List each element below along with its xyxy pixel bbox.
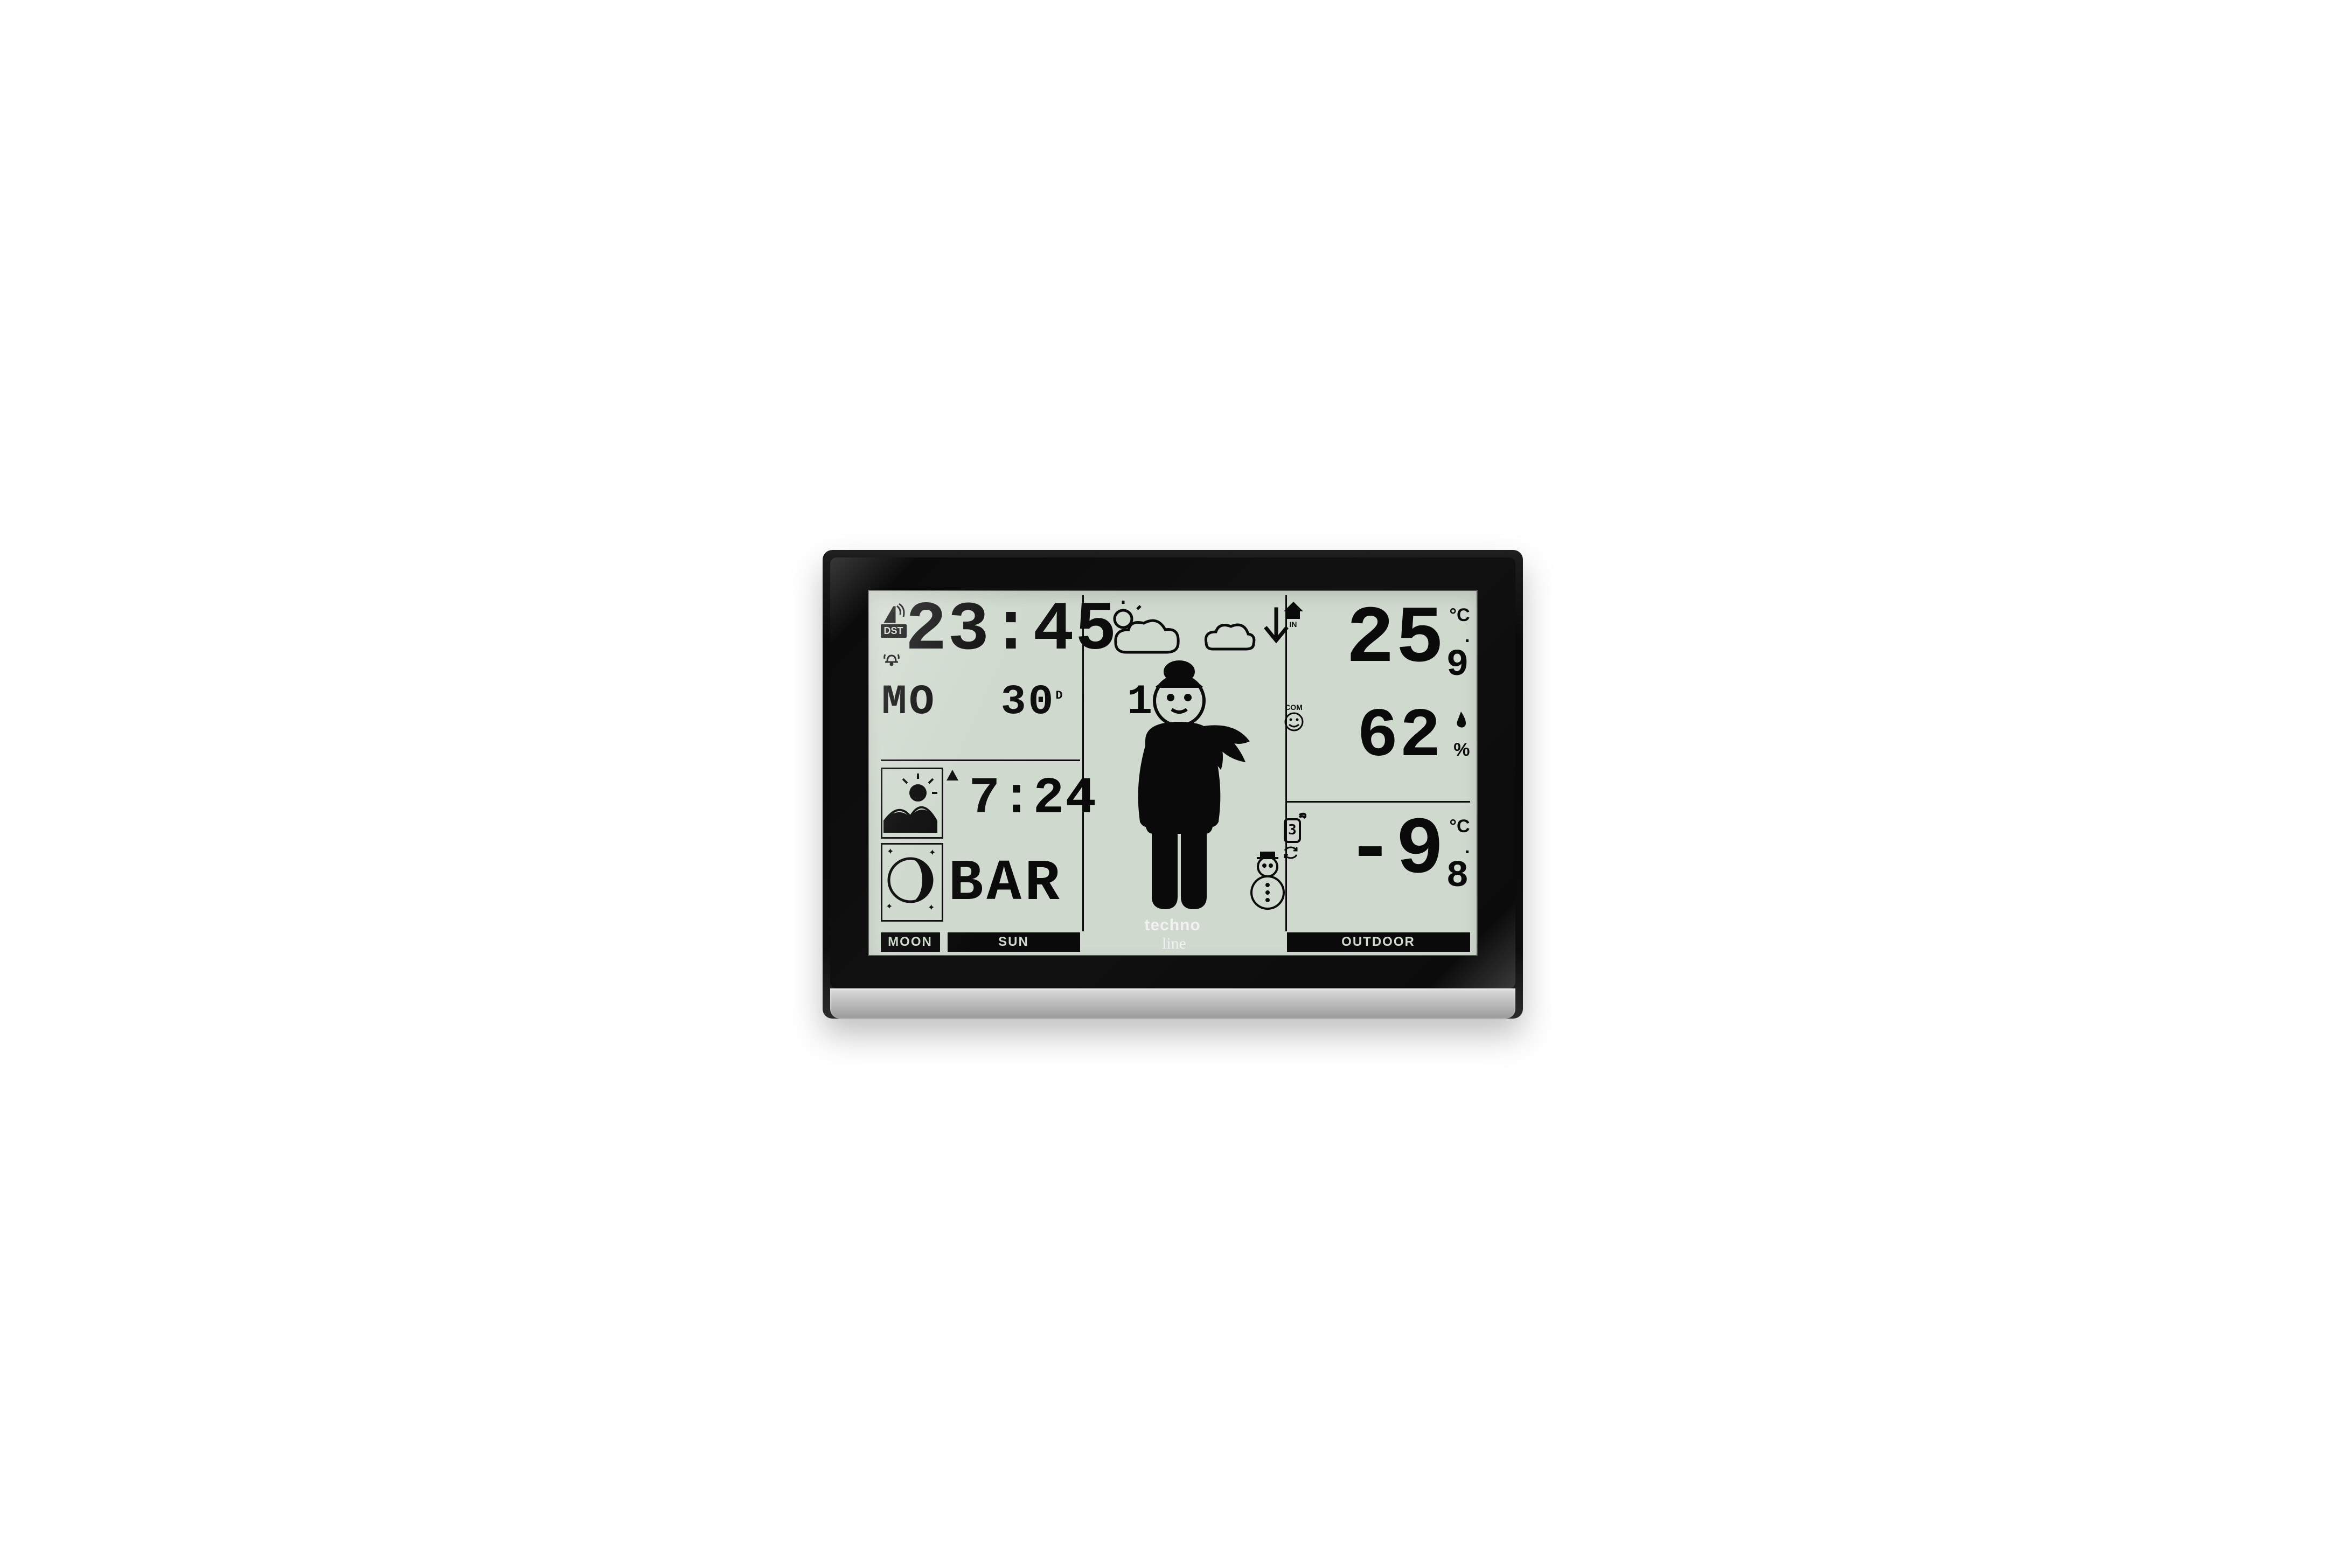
outdoor-section-label: OUTDOOR	[1287, 932, 1470, 952]
brand-logo: techno line	[1144, 916, 1200, 953]
svg-text:✦: ✦	[887, 847, 894, 856]
sunrise-time: 7:24	[969, 773, 1097, 825]
comfort-indicator: COM	[1284, 703, 1304, 732]
device-foot-bar	[830, 988, 1515, 1019]
moon-section-label: MOON	[881, 932, 940, 952]
svg-text:✦: ✦	[886, 902, 893, 911]
weekday: MO	[882, 679, 937, 726]
outdoor-temp-unit: °C	[1449, 816, 1470, 837]
sunrise-icon-box	[881, 768, 943, 839]
date-day: 30	[1001, 679, 1056, 726]
alarm-bell-icon	[883, 650, 900, 667]
sunrise-arrow-up-icon	[945, 769, 959, 783]
channel-number: 3	[1288, 822, 1297, 838]
outdoor-temp: -9	[1346, 805, 1445, 897]
lcd-screen: DST 23:45 MO 30D 12M	[868, 590, 1478, 956]
day-suffix: D	[1055, 689, 1064, 702]
clock-time: 23:45	[906, 596, 1118, 665]
indoor-temp-dec: 9	[1446, 644, 1470, 687]
indoor-temp: 25	[1346, 594, 1445, 686]
brand-line2: line	[1162, 935, 1186, 952]
dst-badge: DST	[881, 624, 907, 638]
weather-station-device: DST 23:45 MO 30D 12M	[823, 550, 1523, 1019]
svg-text:✦: ✦	[928, 903, 935, 912]
weather-person-icon	[1115, 660, 1255, 918]
divider-left-horizontal	[881, 759, 1080, 761]
indoor-house-icon: IN	[1283, 601, 1304, 629]
com-label: COM	[1284, 703, 1304, 712]
indoor-temp-unit: °C	[1449, 605, 1470, 625]
forecast-cloud-icon	[1198, 616, 1257, 653]
smiley-icon	[1284, 712, 1304, 732]
forecast-partly-cloudy-icon	[1094, 601, 1202, 660]
outdoor-temp-dec: 8	[1446, 855, 1470, 898]
humidity-drop-icon	[1453, 710, 1469, 729]
radio-signal-icon	[882, 602, 906, 625]
sun-section-label: SUN	[948, 932, 1080, 952]
snowman-icon	[1245, 852, 1290, 916]
divider-right-horizontal	[1287, 801, 1470, 803]
brand-line1: techno	[1144, 916, 1200, 934]
indoor-humidity: 62	[1357, 698, 1442, 776]
svg-text:✦: ✦	[929, 848, 936, 858]
outdoor-channel-icon: 3	[1282, 812, 1306, 860]
dst-label: DST	[881, 624, 907, 638]
bezel: DST 23:45 MO 30D 12M	[830, 557, 1515, 988]
moon-phase-box: ✦ ✦ ✦ ✦	[881, 843, 943, 922]
indoor-label: IN	[1283, 620, 1304, 629]
sunset-label: BAR	[949, 855, 1063, 913]
sync-icon	[1282, 844, 1300, 860]
humidity-unit: %	[1453, 740, 1470, 760]
